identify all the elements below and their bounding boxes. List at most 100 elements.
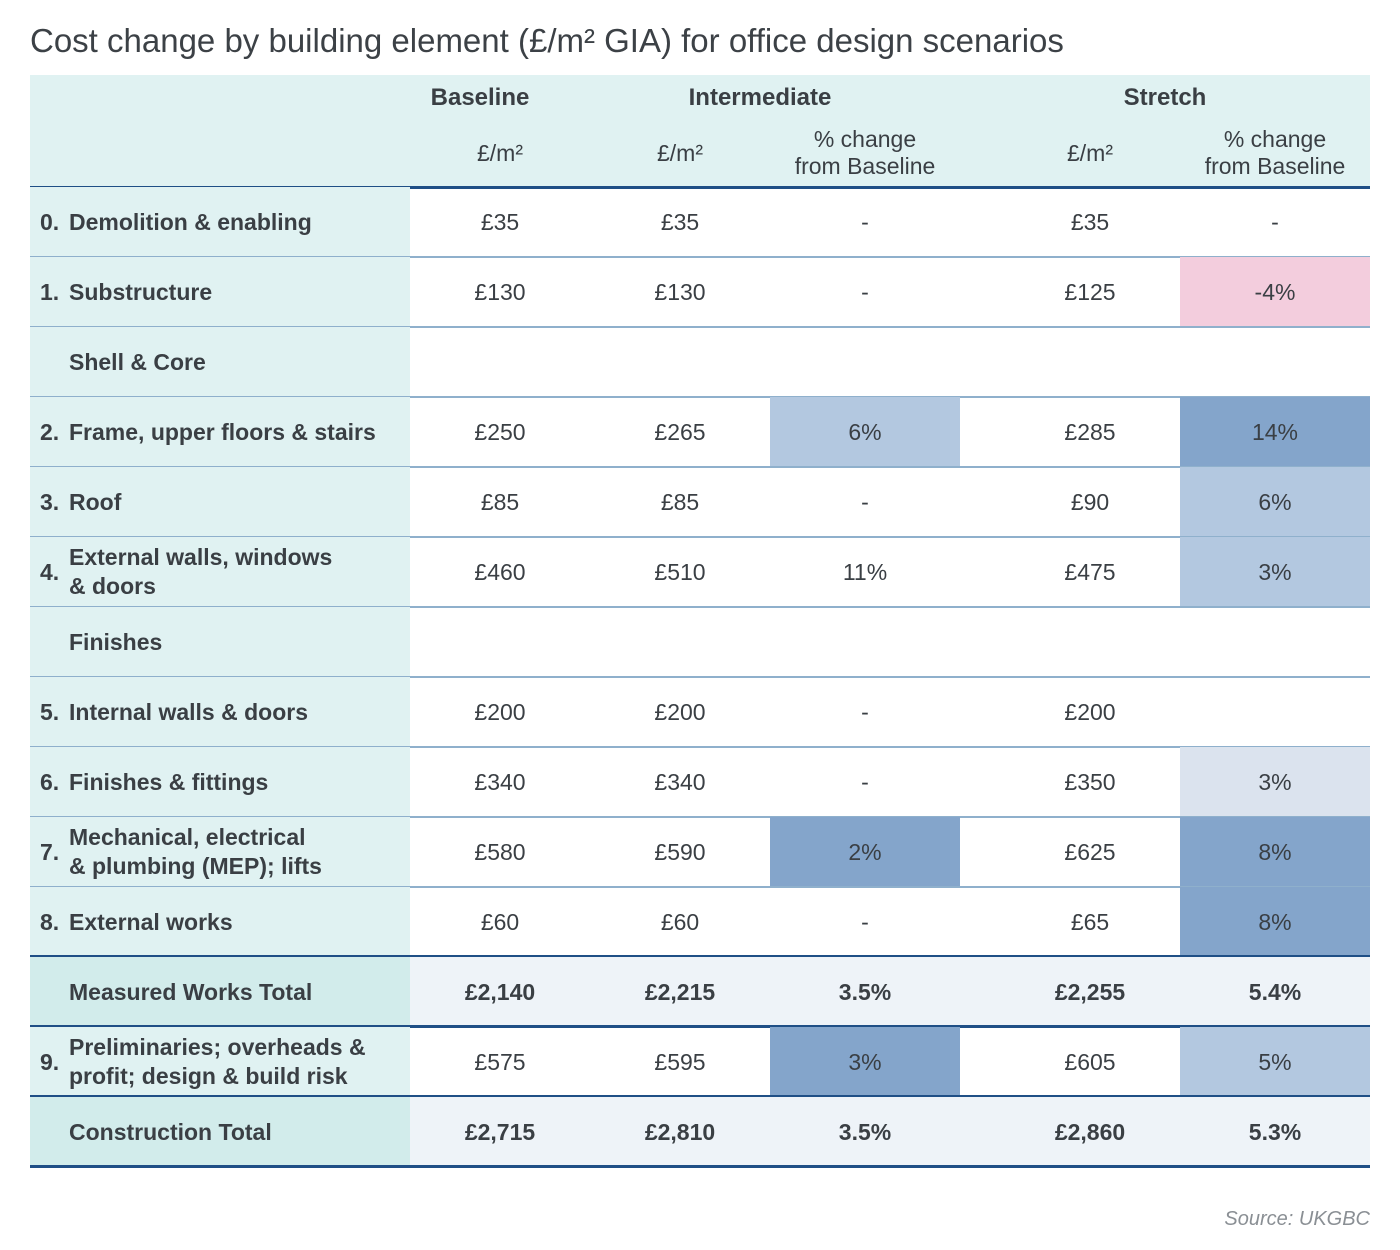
row-label-background	[30, 817, 410, 887]
row-label-background	[30, 467, 410, 537]
row-label-text: External walls, windows & doors	[69, 544, 333, 599]
table-cell: £200	[1064, 698, 1116, 725]
table-cell: 3.5%	[838, 978, 892, 1005]
row-label-text: Substructure	[69, 278, 213, 305]
table-cell: -	[861, 278, 869, 305]
row-label-background	[30, 747, 410, 817]
table-cell: £475	[1064, 558, 1116, 585]
row-label: 5. Internal walls & doors	[40, 677, 410, 747]
row-label: 3. Roof	[40, 467, 410, 537]
table-cell: 6%	[848, 418, 882, 445]
row-number: 8.	[40, 908, 60, 935]
row-rule	[30, 746, 1370, 748]
table-cell: 5.4%	[1248, 978, 1302, 1005]
row-label-background	[30, 327, 410, 397]
row-label-text: Measured Works Total	[69, 978, 313, 1005]
table-cell: £350	[1064, 768, 1116, 795]
row-rule	[30, 256, 1370, 258]
table-cell: £35	[660, 208, 700, 235]
table-cell: £460	[474, 558, 526, 585]
row-label-text: External works	[69, 908, 233, 935]
row-label-text: Internal walls & doors	[69, 698, 308, 725]
table-cell: 8%	[1258, 838, 1292, 865]
table-cell: 6%	[1258, 488, 1292, 515]
table-cell: 11%	[842, 558, 888, 585]
table-cell: 14%	[1251, 418, 1299, 445]
column-header: % change from Baseline	[1204, 126, 1346, 179]
row-label: 6. Finishes & fittings	[40, 747, 410, 817]
row-label-text: Preliminaries; overheads & profit; design…	[69, 1034, 366, 1089]
table-cell: £85	[480, 488, 520, 515]
row-label: 8. External works	[40, 887, 410, 957]
row-label: 2. Frame, upper floors & stairs	[40, 397, 410, 467]
row-label-text: Finishes	[69, 628, 163, 655]
row-rule	[30, 326, 1370, 328]
row-label: 1. Substructure	[40, 257, 410, 327]
table-cell: £575	[474, 1048, 526, 1075]
row-rule	[30, 396, 1370, 398]
row-label-text: Mechanical, electrical & plumbing (MEP); …	[69, 824, 322, 879]
row-number: 3.	[40, 488, 60, 515]
table-cell: £130	[474, 278, 526, 305]
highlight-cell-negative	[1180, 257, 1370, 327]
header-rule	[30, 186, 1370, 189]
table-cell: £65	[1070, 908, 1110, 935]
table-cell: £595	[654, 1048, 706, 1075]
table-cell: 3%	[1258, 768, 1292, 795]
column-header: % change from Baseline	[794, 126, 936, 179]
table-cell: 2%	[848, 838, 882, 865]
table-cell: £510	[654, 558, 706, 585]
table-cell: -	[861, 908, 869, 935]
table-cell: 5.3%	[1248, 1118, 1302, 1145]
table-cell: £2,810	[644, 1118, 716, 1145]
row-rule	[30, 816, 1370, 818]
row-label-text: Demolition & enabling	[69, 208, 312, 235]
table-cell: 5%	[1258, 1048, 1292, 1075]
table-cell: -4%	[1254, 278, 1296, 305]
column-header: £/m²	[657, 139, 703, 166]
row-label-text: Finishes & fittings	[69, 768, 269, 795]
row-label-text: Construction Total	[69, 1118, 272, 1145]
highlight-cell-mid	[1180, 537, 1370, 607]
highlight-cell-mid	[770, 397, 960, 467]
table-cell: £340	[474, 768, 526, 795]
table-cell: £285	[1064, 418, 1116, 445]
row-label-background	[30, 537, 410, 607]
row-label-background	[30, 257, 410, 327]
row-number: 1.	[40, 278, 60, 305]
table-cell: £340	[654, 768, 706, 795]
table-header-background	[30, 75, 1370, 187]
table-cell: £35	[480, 208, 520, 235]
table-cell: £60	[480, 908, 520, 935]
row-label-background	[30, 1027, 410, 1097]
table-cell: -	[861, 488, 869, 515]
column-header: £/m²	[477, 139, 523, 166]
row-label: Measured Works Total	[40, 957, 410, 1027]
table-cell: £590	[654, 838, 706, 865]
row-label-background	[30, 607, 410, 677]
table-cell: -	[861, 768, 869, 795]
highlight-cell-dark	[770, 817, 960, 887]
row-number: 2.	[40, 418, 60, 445]
table-cell: £2,255	[1054, 978, 1126, 1005]
row-label-text: Frame, upper floors & stairs	[69, 418, 376, 445]
row-rule	[30, 536, 1370, 538]
row-label: 9. Preliminaries; overheads & profit; desi…	[40, 1027, 410, 1097]
row-label-text: Shell & Core	[69, 348, 206, 375]
table-cell: £580	[474, 838, 526, 865]
table-cell: £200	[474, 698, 526, 725]
table-cell: £250	[474, 418, 526, 445]
row-number: 9.	[40, 1048, 60, 1075]
table-cell: £2,860	[1054, 1118, 1126, 1145]
highlight-cell-dark	[770, 1027, 960, 1097]
highlight-cell-dark	[1180, 397, 1370, 467]
source-note: Source: UKGBC	[1224, 1208, 1370, 1230]
table-cell: -	[861, 698, 869, 725]
row-rule	[30, 606, 1370, 608]
table-cell: -	[1271, 208, 1279, 235]
row-label-background	[30, 957, 410, 1027]
highlight-cell-light	[1180, 747, 1370, 817]
row-label-background	[30, 187, 410, 257]
row-number: 5.	[40, 698, 60, 725]
group-header-baseline: Baseline	[430, 84, 530, 111]
